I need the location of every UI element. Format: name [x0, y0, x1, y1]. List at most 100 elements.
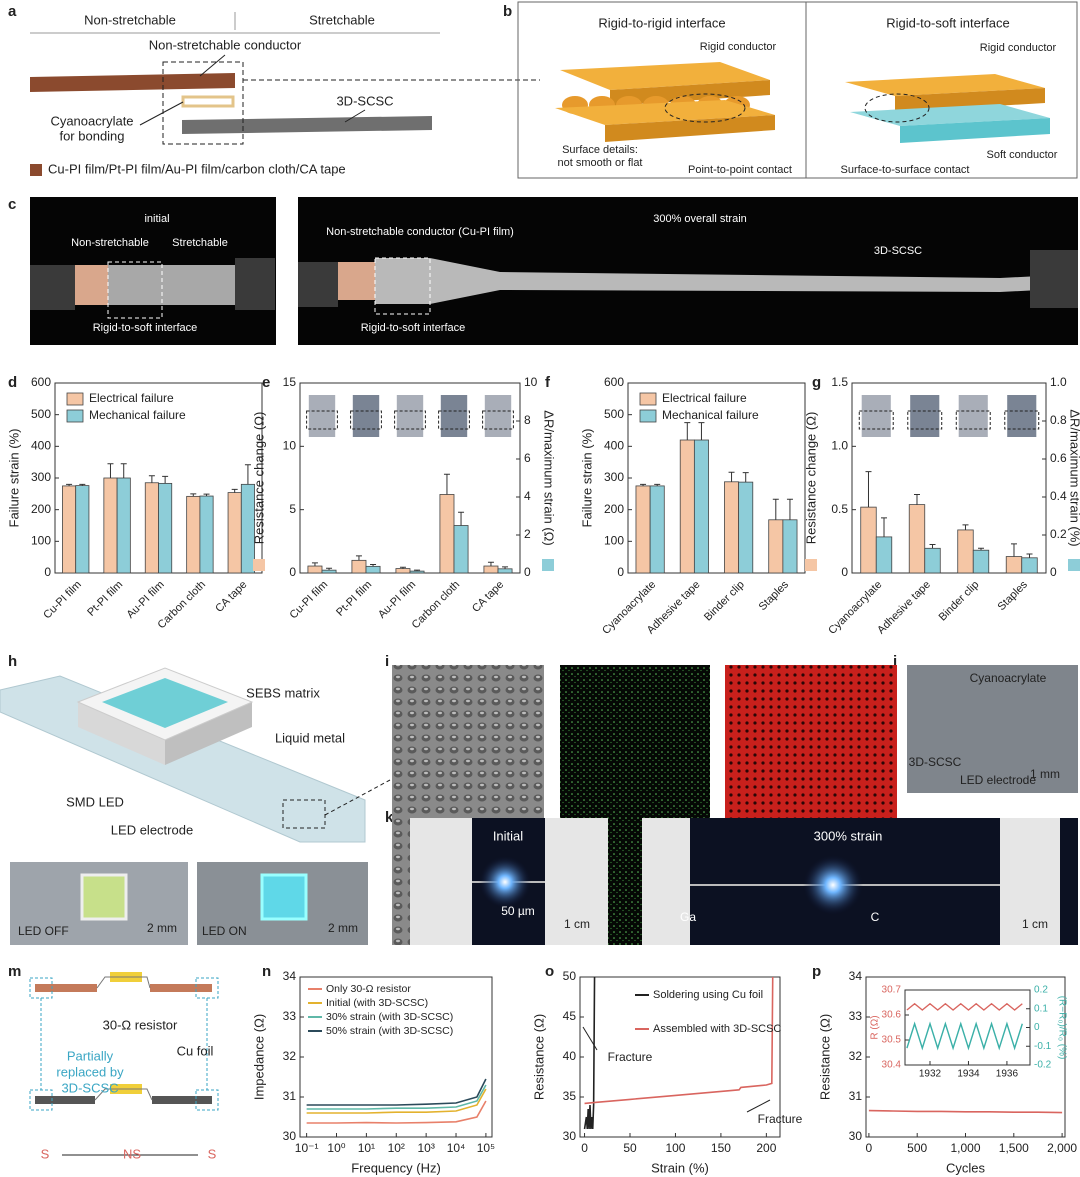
label: Soft conductor	[987, 149, 1058, 161]
y2-tick-label: 0.1	[1034, 1003, 1048, 1014]
inset-photo	[440, 395, 468, 437]
inset-photo	[861, 395, 891, 437]
y2-axis-label: ΔR/maximum strain (Ω)	[542, 410, 557, 545]
label: S	[208, 1146, 217, 1161]
y-tick-label: 33	[849, 1009, 863, 1023]
scsc-strip	[108, 265, 248, 305]
label: 2 mm	[147, 921, 177, 935]
y-axis-label: R (Ω)	[870, 1015, 881, 1039]
bar	[649, 485, 665, 574]
error-bar	[728, 471, 735, 482]
soft	[850, 104, 1050, 126]
x-tick-label: Pt-PI film	[334, 579, 374, 619]
label: LED ON	[202, 924, 247, 938]
x-tick-label: 1,000	[950, 1141, 980, 1155]
scsc	[35, 1096, 95, 1104]
bar	[635, 485, 651, 574]
led-off	[80, 873, 128, 921]
legend-label: Electrical failure	[89, 391, 174, 405]
panel-letter: i	[385, 653, 389, 670]
dashed-box	[350, 410, 382, 430]
x-tick-label: 10⁵	[477, 1141, 495, 1155]
x-axis-label: Frequency (Hz)	[351, 1160, 441, 1175]
label: 300% overall strain	[653, 213, 747, 225]
y-tick-label: 500	[31, 407, 51, 421]
error-bar	[742, 472, 749, 483]
panel-letter: o	[545, 963, 554, 980]
error-bar	[654, 483, 661, 486]
error-bar	[355, 555, 362, 561]
legend-swatch	[66, 392, 84, 406]
label: NS	[123, 1146, 141, 1161]
led-on	[260, 873, 308, 921]
legend-label: Assembled with 3D-SCSC	[653, 1023, 781, 1035]
bar	[860, 506, 877, 574]
connector	[324, 779, 391, 816]
y2-axis-label: ΔR/maximum strain (%)	[1068, 409, 1080, 546]
panel-letter: e	[262, 374, 270, 391]
clamp	[1030, 250, 1078, 308]
panel-letter: c	[8, 196, 16, 213]
legend-label: Only 30-Ω resistor	[326, 983, 411, 995]
label: Rigid-to-soft interface	[361, 322, 466, 334]
rigid-top-r	[845, 74, 1045, 96]
label: LED electrode	[960, 773, 1036, 787]
x-tick-label: 10¹	[358, 1141, 375, 1155]
label: 3D-SCSC	[874, 245, 922, 257]
bar	[908, 504, 926, 574]
y-tick-label: 30.6	[882, 1010, 902, 1021]
panel-letter: d	[8, 374, 17, 391]
inset-photo	[396, 395, 424, 437]
y-tick-label: 200	[31, 502, 51, 516]
holder	[545, 818, 608, 945]
annotation-arrow	[746, 1099, 771, 1113]
label: Surface details:	[562, 144, 638, 156]
label: SEBS matrix	[246, 685, 320, 700]
y-tick-label: 0	[617, 565, 624, 579]
label: Cu foil	[177, 1043, 214, 1058]
legend-label: 50% strain (with 3D-SCSC)	[326, 1025, 453, 1037]
x-tick-label: Au-PI film	[376, 579, 418, 621]
scsc-film	[182, 116, 432, 134]
scsc-stretched	[375, 258, 1040, 304]
y-tick-label: 1.0	[831, 439, 848, 453]
y-tick-label: 31	[849, 1089, 863, 1103]
y-tick-label: 600	[31, 375, 51, 389]
error-bar	[881, 517, 888, 537]
y-tick-label: 50	[563, 969, 577, 983]
error-bar	[107, 463, 114, 478]
label: 1 cm	[564, 917, 590, 931]
label: for bonding	[59, 128, 124, 143]
error-bar	[79, 483, 86, 486]
x-axis-label: Cycles	[946, 1160, 986, 1175]
label: Cyanoacrylate	[970, 671, 1047, 685]
label: Non-stretchable conductor	[149, 37, 302, 52]
plot-frame	[904, 989, 1031, 1066]
legend-label: Electrical failure	[662, 391, 747, 405]
x-tick-label: Au-PI film	[124, 579, 166, 621]
y-tick-label: 200	[604, 502, 624, 516]
label: SMD LED	[66, 794, 124, 809]
x-tick-label: 0	[581, 1141, 588, 1155]
label: Rigid conductor	[700, 41, 777, 53]
dashed-box	[907, 410, 943, 430]
y-tick-label: 100	[604, 534, 624, 548]
data-line	[583, 976, 596, 1130]
x-tick-label: CA tape	[470, 579, 506, 615]
label: Rigid-to-rigid interface	[598, 15, 725, 30]
x-tick-label: Cu-PI film	[288, 579, 331, 622]
bar	[186, 495, 201, 574]
contact-region	[664, 93, 746, 123]
label: Liquid metal	[275, 730, 345, 745]
data-line	[306, 1084, 487, 1110]
x-tick-label: 1,500	[999, 1141, 1029, 1155]
x-tick-label: 1934	[957, 1069, 980, 1080]
label: C	[871, 910, 880, 924]
error-bar	[684, 422, 691, 440]
y2-tick-label: 0.2	[1050, 527, 1067, 541]
photo	[907, 665, 1078, 793]
label: S	[41, 1146, 50, 1161]
y-tick-label: 30	[283, 1129, 297, 1143]
dashed-box	[955, 410, 991, 430]
